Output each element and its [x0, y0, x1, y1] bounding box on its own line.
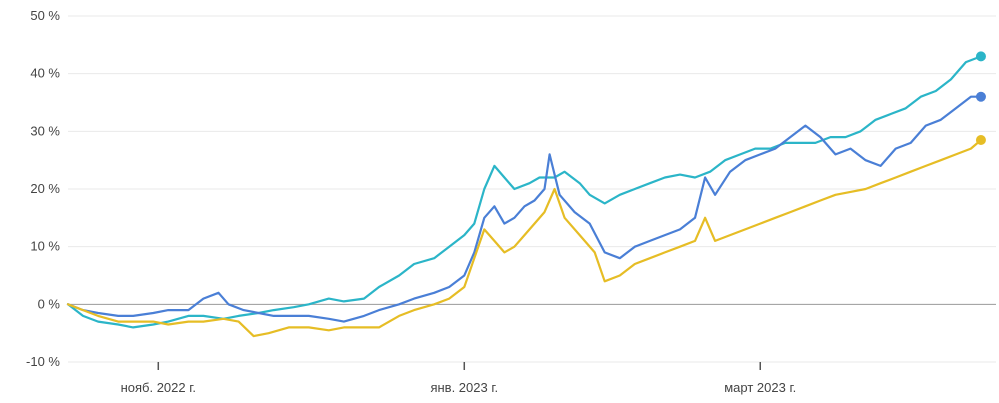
- y-tick-label: 10 %: [30, 239, 60, 254]
- x-axis-ticks: нояб. 2022 г. янв. 2023 г. март 2023 г.: [121, 362, 796, 395]
- series-line-2: [66, 95, 983, 323]
- series-line-1: [66, 55, 983, 329]
- y-tick-label: 40 %: [30, 66, 60, 81]
- y-tick-label: -10 %: [26, 354, 60, 369]
- y-tick-label: 20 %: [30, 181, 60, 196]
- x-tick-label: янв. 2023 г.: [430, 380, 498, 395]
- series-end-marker-2: [975, 91, 986, 102]
- series-end-markers: [975, 51, 986, 145]
- x-tick-label: нояб. 2022 г.: [121, 380, 196, 395]
- y-axis-ticks: 50 % 40 % 30 % 20 % 10 % 0 % -10 %: [26, 8, 60, 369]
- y-tick-label: 50 %: [30, 8, 60, 23]
- y-tick-label: 30 %: [30, 123, 60, 138]
- series-lines: [66, 55, 983, 338]
- series-end-marker-1: [975, 51, 986, 62]
- series-line-3: [66, 138, 983, 338]
- y-tick-label: 0 %: [38, 296, 61, 311]
- grid-lines: [68, 15, 996, 363]
- x-tick-label: март 2023 г.: [724, 380, 796, 395]
- series-end-marker-3: [975, 134, 986, 145]
